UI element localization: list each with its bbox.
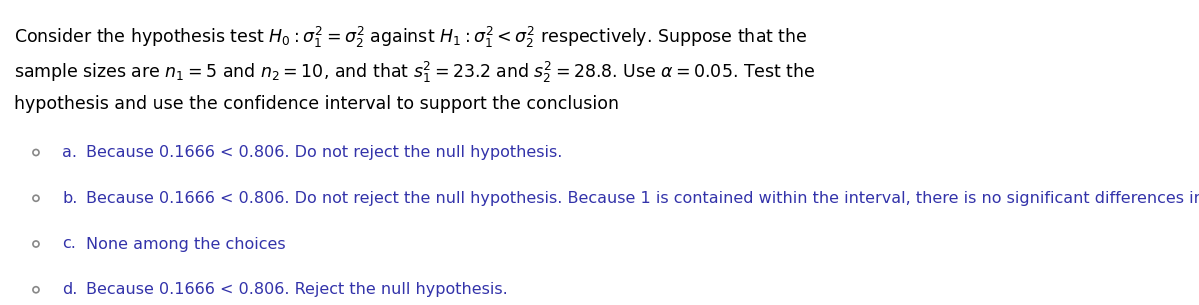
Text: a.: a. [62, 145, 78, 160]
Text: hypothesis and use the confidence interval to support the conclusion: hypothesis and use the confidence interv… [14, 95, 620, 113]
Text: Because 0.1666 < 0.806. Reject the null hypothesis.: Because 0.1666 < 0.806. Reject the null … [86, 282, 508, 297]
Text: sample sizes are $n_1 = 5$ and $n_2 = 10$, and that $s_1^2 = 23.2$ and $s_2^2 = : sample sizes are $n_1 = 5$ and $n_2 = 10… [14, 59, 815, 84]
Text: b.: b. [62, 191, 78, 206]
Text: c.: c. [62, 236, 77, 252]
Text: Because 0.1666 < 0.806. Do not reject the null hypothesis.: Because 0.1666 < 0.806. Do not reject th… [86, 145, 562, 160]
Text: Consider the hypothesis test $H_0: \sigma_1^2 = \sigma_2^2$ against $H_1: \sigma: Consider the hypothesis test $H_0: \sigm… [14, 24, 808, 49]
Text: None among the choices: None among the choices [86, 236, 285, 252]
Text: Because 0.1666 < 0.806. Do not reject the null hypothesis. Because 1 is containe: Because 0.1666 < 0.806. Do not reject th… [86, 191, 1199, 206]
Text: d.: d. [62, 282, 78, 297]
